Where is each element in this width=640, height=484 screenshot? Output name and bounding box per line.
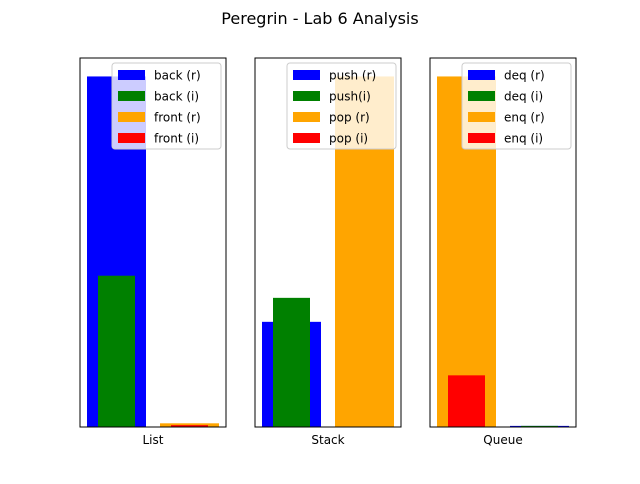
legend-label: deq (i) xyxy=(504,90,543,104)
legend-swatch xyxy=(468,70,495,80)
x-axis-label: Stack xyxy=(311,433,344,447)
legend-label: enq (i) xyxy=(504,132,543,146)
legend: deq (r) deq (i) enq (r) enq (i) xyxy=(461,62,572,150)
legend-box xyxy=(111,62,222,150)
legend: push (r) push(i) pop (r) pop (i) xyxy=(286,62,397,150)
bar-back-i- xyxy=(98,275,135,427)
axes-frame xyxy=(254,57,402,428)
x-axis-label: List xyxy=(143,433,164,447)
legend-label: back (r) xyxy=(154,69,201,83)
legend-swatch xyxy=(468,133,495,143)
legend-swatch xyxy=(468,91,495,101)
legend-swatch xyxy=(118,133,145,143)
legend-label: push (r) xyxy=(329,69,376,83)
legend-swatch xyxy=(118,91,145,101)
legend-box xyxy=(286,62,397,150)
legend: back (r) back (i) front (r) front (i) xyxy=(111,62,222,150)
bar-enq-i- xyxy=(448,375,485,427)
legend-label: pop (i) xyxy=(329,132,368,146)
legend-swatch xyxy=(118,70,145,80)
legend-label: back (i) xyxy=(154,90,199,104)
legend-label: front (i) xyxy=(154,132,199,146)
legend-swatch xyxy=(293,70,320,80)
subplot-2: Stack push (r) push(i) pop (r) pop (i) xyxy=(254,57,402,447)
legend-swatch xyxy=(118,112,145,122)
x-axis-label: Queue xyxy=(483,433,522,447)
legend-swatch xyxy=(293,133,320,143)
subplot-1: List back (r) back (i) front (r) front (i) xyxy=(79,57,227,447)
legend-label: front (r) xyxy=(154,111,201,125)
legend-label: deq (r) xyxy=(504,69,545,83)
bar-front-i- xyxy=(171,425,208,427)
axes-frame xyxy=(429,57,577,428)
legend-label: push(i) xyxy=(329,90,371,104)
figure-title: Peregrin - Lab 6 Analysis xyxy=(221,9,418,28)
axes-frame xyxy=(79,57,227,428)
legend-swatch xyxy=(468,112,495,122)
legend-swatch xyxy=(293,91,320,101)
legend-label: pop (r) xyxy=(329,111,370,125)
subplot-3: Queue deq (r) deq (i) enq (r) enq (i) xyxy=(429,57,577,447)
legend-label: enq (r) xyxy=(504,111,545,125)
bar-push-i- xyxy=(273,297,310,427)
legend-box xyxy=(461,62,572,150)
legend-swatch xyxy=(293,112,320,122)
